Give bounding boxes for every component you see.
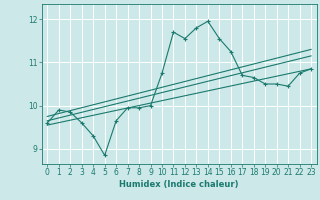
X-axis label: Humidex (Indice chaleur): Humidex (Indice chaleur) — [119, 180, 239, 189]
